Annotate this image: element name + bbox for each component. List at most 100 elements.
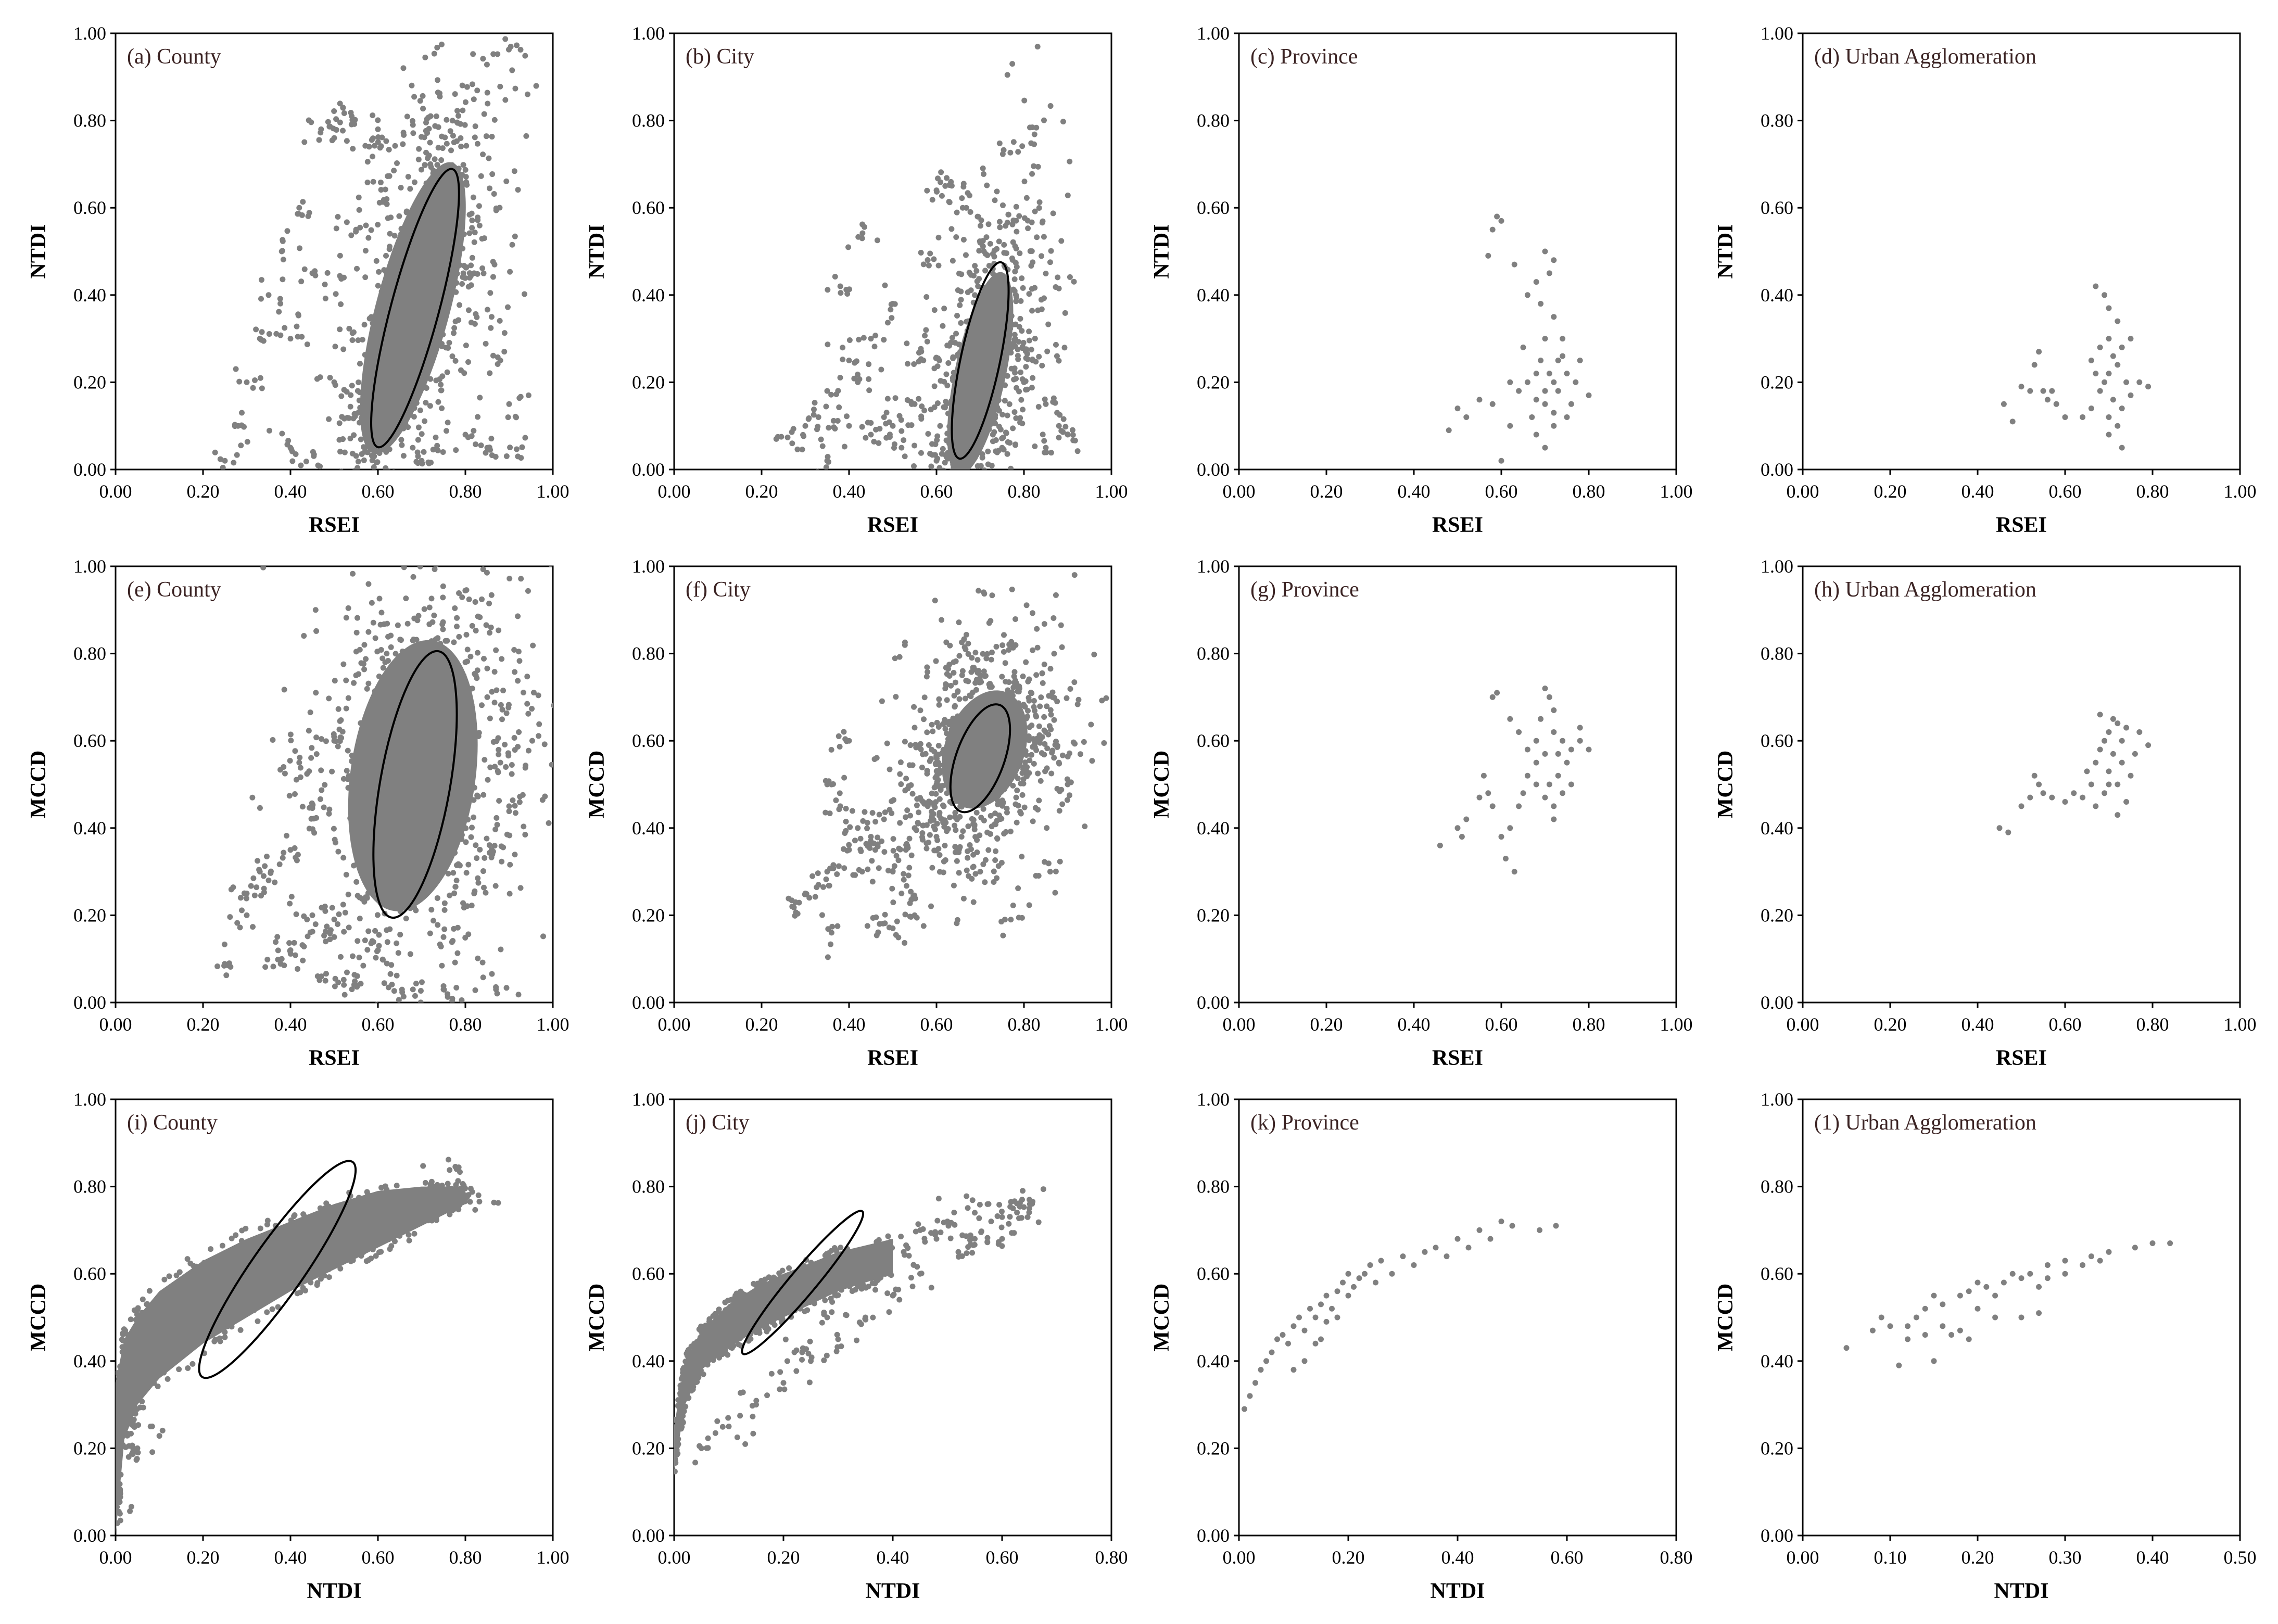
data-point [409,304,415,310]
data-point [393,384,399,390]
y-tick-label: 0.20 [73,372,106,392]
data-point [999,412,1006,418]
data-point [2132,751,2138,757]
data-point [1011,376,1017,383]
data-point [117,1517,123,1524]
data-point [905,422,912,428]
data-point [425,155,431,161]
data-point [485,777,491,783]
data-point [395,622,401,628]
data-point [2102,292,2108,298]
data-point [495,354,501,360]
data-point [929,812,935,818]
data-point [1035,770,1041,777]
data-point [1022,759,1028,766]
data-point [919,830,926,836]
data-point [1001,649,1007,655]
data-point [358,1219,364,1225]
data-point [175,1342,181,1348]
data-point [304,341,310,348]
data-point [1006,641,1013,648]
data-point [965,855,971,861]
data-point [407,276,413,283]
data-point [1043,729,1049,735]
data-point [980,318,986,324]
data-point [337,326,343,333]
data-point [193,1284,199,1290]
data-point [391,168,397,174]
data-point [429,358,435,364]
data-point [493,738,500,744]
data-point [508,43,514,49]
data-point [429,295,435,301]
data-point [410,986,416,993]
data-points [1446,213,1592,464]
data-point [2088,358,2094,363]
data-point [835,388,841,394]
data-point [483,622,489,628]
data-point [388,341,395,347]
data-point [1067,792,1073,798]
data-point [348,1252,354,1259]
data-point [380,665,386,671]
data-point [1463,414,1470,420]
data-point [200,1305,207,1312]
y-tick-label: 0.40 [73,285,106,306]
data-point [507,575,513,581]
data-point [1032,443,1038,450]
data-point [828,746,834,753]
data-point [428,301,435,308]
data-point [464,646,471,653]
data-point [294,323,300,329]
data-point [2031,772,2037,779]
data-point [348,121,355,128]
data-point [232,422,238,428]
data-point [454,271,460,277]
data-point [441,795,448,802]
data-point [341,110,347,117]
data-point [686,1395,692,1401]
data-point [373,345,379,351]
data-point [884,740,890,746]
data-point [843,805,849,811]
data-point [948,183,955,189]
data-point [891,797,897,803]
data-points [2001,283,2152,451]
x-tick-label: 0.20 [745,1014,778,1035]
data-point [269,1306,275,1312]
data-point [343,677,349,683]
data-point [815,424,821,430]
data-point [814,884,820,891]
data-point [415,460,421,466]
data-point [365,928,372,934]
data-point [822,809,829,816]
data-point [1538,716,1544,722]
data-point [332,836,338,843]
data-point [490,51,497,57]
data-point [331,934,337,940]
data-point [412,831,419,838]
data-point [841,443,847,450]
data-point [486,842,492,848]
data-point [1533,371,1539,377]
data-point [923,294,930,300]
data-point [1041,714,1047,720]
data-point [981,334,987,340]
data-point [310,449,316,455]
data-point [229,1235,235,1241]
data-point [871,439,877,445]
data-point [862,224,868,230]
data-point [355,1247,361,1253]
data-point [327,936,333,943]
data-point [322,282,328,288]
data-point [469,225,475,231]
data-point [335,214,341,220]
data-point [953,234,959,240]
data-point [166,1273,172,1279]
data-point [1498,218,1504,224]
data-point [1047,869,1053,875]
data-point [992,857,998,863]
y-tick-label: 0.80 [73,643,106,664]
data-point [439,341,445,347]
x-tick-label: 1.00 [1660,1014,1693,1035]
